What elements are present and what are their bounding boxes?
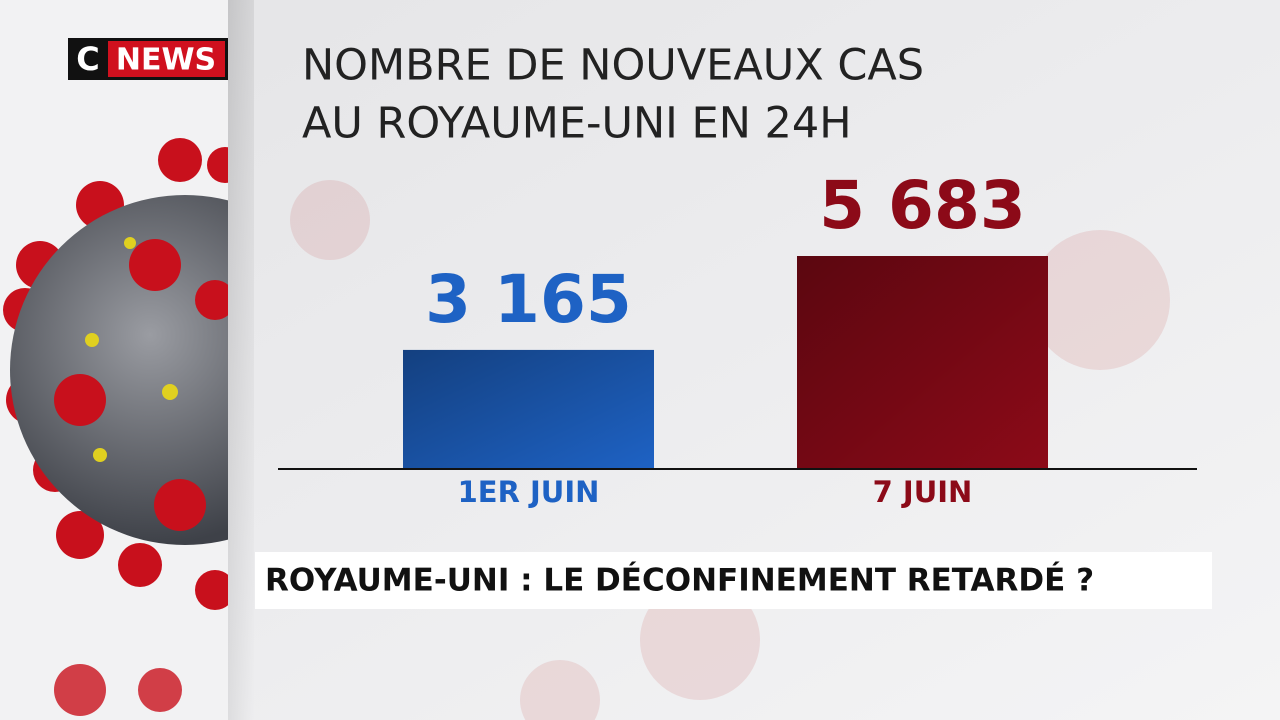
bar-shade (797, 256, 1048, 468)
virus-illustration (3, 138, 228, 716)
banner-text: ROYAUME-UNI : LE DÉCONFINEMENT RETARDÉ ? (265, 563, 1094, 599)
x-tick-label: 7 JUIN (873, 475, 973, 509)
value-label: 3 165 (425, 261, 632, 338)
panel-edge (228, 0, 254, 720)
bar-shade (403, 349, 654, 468)
chart-title: AU ROYAUME-UNI EN 24H (302, 99, 852, 149)
logo-red (108, 41, 225, 77)
x-tick-label: 1ER JUIN (458, 475, 600, 509)
blurred-decor (290, 180, 1170, 720)
logo-letter: C (76, 40, 99, 78)
banner-box (255, 552, 1212, 609)
logo-word: NEWS (116, 43, 216, 78)
value-label: 5 683 (819, 167, 1026, 244)
chart-title: NOMBRE DE NOUVEAUX CAS (302, 41, 924, 91)
